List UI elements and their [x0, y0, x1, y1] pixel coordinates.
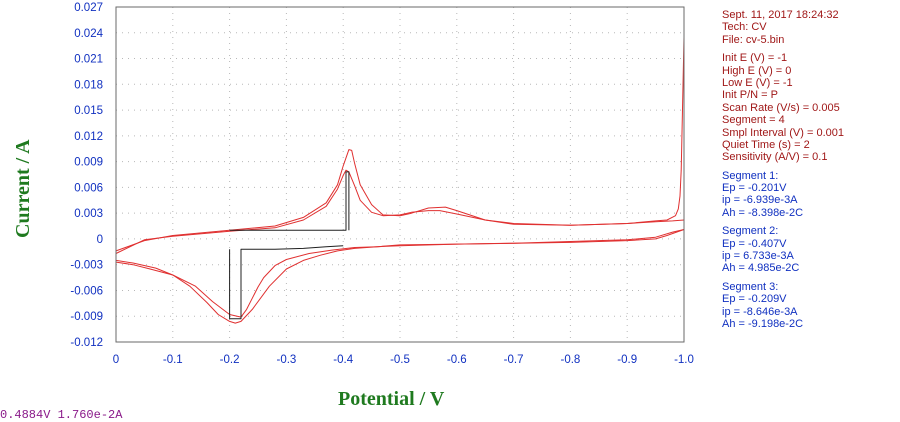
segment-1-ah: Ah = -8.398e-2C	[722, 206, 804, 219]
x-tick-label: -0.7	[504, 354, 524, 366]
x-tick-label: -0.8	[560, 354, 580, 366]
y-tick-label: 0.003	[74, 208, 103, 220]
param-init-pn: Init P/N = P	[722, 89, 778, 102]
y-tick-label: -0.009	[70, 311, 103, 323]
y-tick-label: 0.015	[74, 105, 103, 117]
segment-1-title: Segment 1:	[722, 169, 779, 182]
y-tick-label: 0.018	[74, 79, 103, 91]
y-tick-label: 0	[97, 234, 103, 246]
param-sample-interval: Smpl Interval (V) = 0.001	[722, 126, 844, 139]
segment-2-ep: Ep = -0.407V	[722, 237, 787, 250]
date-time: Sept. 11, 2017 18:24:32	[722, 9, 839, 21]
y-tick-label: 0.021	[74, 54, 103, 66]
segment-1-ip: ip = -6.939e-3A	[722, 194, 798, 207]
y-tick-label: -0.006	[70, 285, 103, 297]
plot-frame	[115, 6, 685, 343]
y-tick-label: 0.006	[74, 182, 103, 194]
segment-2-ip: ip = 6.733e-3A	[722, 250, 794, 263]
param-init-e: Init E (V) = -1	[722, 52, 788, 65]
x-tick-label: -0.2	[220, 354, 240, 366]
segment-3-ah: Ah = -9.198e-2C	[722, 317, 804, 330]
y-tick-label: -0.012	[70, 337, 103, 349]
segment-3-ip: ip = -8.646e-3A	[722, 305, 798, 318]
x-tick-label: -0.3	[276, 354, 296, 366]
x-tick-label: -0.9	[617, 354, 637, 366]
segment-3-title: Segment 3:	[722, 280, 779, 293]
tick-labels: 0 -0.1 -0.2 -0.3 -0.4 -0.5 -0.6 -0.7 -0.8 -0.9 -1.…	[70, 2, 694, 366]
series-line-3	[115, 169, 685, 254]
segment-2-title: Segment 2:	[722, 225, 779, 238]
y-tick-label: 0.009	[74, 157, 103, 169]
series-line-4	[115, 229, 685, 318]
segment-3-ep: Ep = -0.209V	[722, 293, 787, 306]
x-tick-label: -0.1	[163, 354, 183, 366]
series-line-6	[229, 245, 344, 320]
segment-2-ah: Ah = 4.985e-2C	[722, 262, 800, 275]
y-tick-label: -0.003	[70, 260, 103, 272]
file-name: File: cv-5.bin	[722, 33, 785, 46]
experiment-info-panel: Sept. 11, 2017 18:24:32 Tech: CV File: c…	[722, 9, 844, 330]
param-quiet-time: Quiet Time (s) = 2	[722, 138, 810, 151]
x-tick-label: 0	[113, 354, 119, 366]
series-line-2	[115, 37, 685, 252]
data-series	[115, 37, 685, 324]
y-tick-label: 0.012	[74, 131, 103, 143]
x-axis-label: Potential / V	[338, 388, 445, 410]
series-line-1	[115, 229, 685, 324]
param-low-e: Low E (V) = -1	[722, 76, 793, 89]
y-tick-label: 0.024	[74, 28, 103, 40]
y-axis-label: Current / A	[12, 139, 34, 238]
param-high-e: High E (V) = 0	[722, 64, 792, 77]
x-tick-label: -0.5	[390, 354, 410, 366]
technique: Tech: CV	[722, 21, 767, 34]
x-tick-label: -0.4	[333, 354, 353, 366]
y-tick-label: 0.027	[74, 2, 103, 14]
series-line-5	[229, 171, 350, 231]
x-tick-label: -1.0	[674, 354, 694, 366]
cursor-readout: 0.4884V 1.760e-2A	[0, 408, 123, 422]
param-sensitivity: Sensitivity (A/V) = 0.1	[722, 151, 828, 164]
x-tick-label: -0.6	[447, 354, 467, 366]
segment-1-ep: Ep = -0.201V	[722, 182, 787, 195]
param-scan-rate: Scan Rate (V/s) = 0.005	[722, 101, 840, 114]
param-segment: Segment = 4	[722, 114, 785, 127]
